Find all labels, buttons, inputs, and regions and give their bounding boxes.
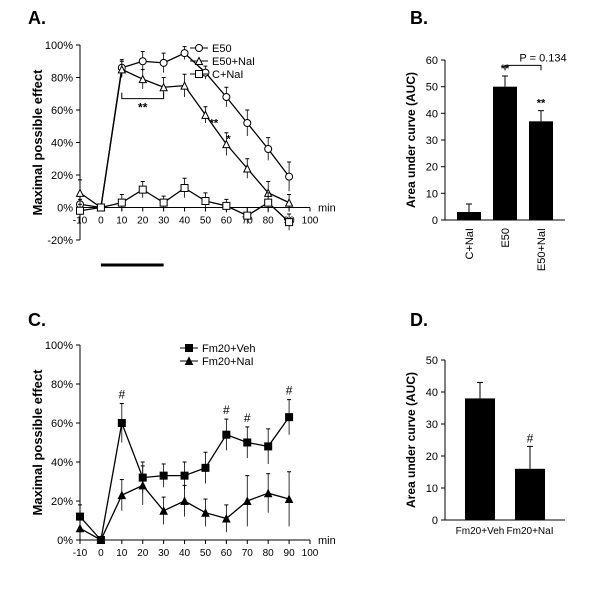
svg-text:Fm20+Veh: Fm20+Veh — [456, 526, 505, 537]
svg-text:-20%: -20% — [47, 235, 73, 247]
svg-text:50: 50 — [426, 355, 438, 367]
svg-text:50: 50 — [200, 216, 212, 227]
panel-d-label: D. — [410, 310, 428, 331]
svg-text:40%: 40% — [51, 138, 73, 150]
svg-text:0: 0 — [432, 515, 438, 527]
svg-text:90: 90 — [284, 548, 296, 559]
svg-text:min: min — [318, 535, 336, 547]
svg-text:E50+NaI: E50+NaI — [212, 56, 255, 68]
svg-text:50: 50 — [200, 548, 212, 559]
svg-text:0: 0 — [98, 548, 104, 559]
svg-text:40%: 40% — [51, 457, 73, 469]
svg-text:**: ** — [138, 101, 148, 115]
svg-text:#: # — [286, 384, 293, 398]
svg-text:100: 100 — [302, 216, 319, 227]
svg-text:P = 0.134: P = 0.134 — [519, 52, 566, 64]
panel-c-label: C. — [28, 310, 46, 331]
svg-text:20: 20 — [426, 162, 438, 174]
svg-text:20%: 20% — [51, 170, 73, 182]
svg-text:0: 0 — [432, 215, 438, 227]
svg-text:C+NaI: C+NaI — [464, 228, 476, 260]
svg-text:100%: 100% — [45, 40, 73, 52]
chart-a: -20%0%20%40%60%80%100%-10010203040506070… — [25, 30, 345, 290]
svg-text:E50: E50 — [500, 228, 512, 248]
chart-b: 0 10 20 30 40 50 60 Area under curve (AUC) C+NaI… — [400, 45, 585, 290]
svg-text:-10: -10 — [73, 548, 88, 559]
svg-text:*: * — [226, 134, 231, 146]
svg-text:20: 20 — [426, 451, 438, 463]
svg-text:0: 0 — [98, 216, 104, 227]
svg-text:30: 30 — [158, 548, 170, 559]
svg-text:40: 40 — [179, 548, 191, 559]
svg-text:min: min — [318, 203, 336, 215]
panel-a-label: A. — [28, 8, 46, 29]
svg-text:60: 60 — [221, 216, 233, 227]
svg-text:20%: 20% — [51, 496, 73, 508]
svg-text:100%: 100% — [45, 340, 73, 352]
svg-text:**: ** — [537, 98, 546, 110]
svg-text:80: 80 — [263, 216, 275, 227]
svg-text:60%: 60% — [51, 418, 73, 430]
svg-text:80%: 80% — [51, 73, 73, 85]
svg-text:#: # — [244, 411, 251, 425]
svg-text:E50: E50 — [212, 43, 232, 55]
svg-text:60%: 60% — [51, 105, 73, 117]
svg-text:40: 40 — [179, 216, 191, 227]
svg-text:40: 40 — [426, 108, 438, 120]
svg-text:Fm20+NaI: Fm20+NaI — [507, 526, 554, 537]
svg-text:100: 100 — [302, 548, 319, 559]
svg-text:20: 20 — [137, 548, 149, 559]
svg-text:Maximal possible effect: Maximal possible effect — [30, 69, 45, 216]
panel-b-label: B. — [410, 8, 428, 29]
svg-text:0%: 0% — [57, 535, 73, 547]
svg-text:30: 30 — [426, 135, 438, 147]
chart-c: 0% 20% 40% 60% 80% 100% -10 0 10 20 30 40 50 60 70 80 90… — [25, 330, 345, 590]
svg-text:80%: 80% — [51, 379, 73, 391]
svg-text:50: 50 — [426, 82, 438, 94]
svg-text:30: 30 — [426, 419, 438, 431]
svg-text:10: 10 — [116, 548, 128, 559]
svg-text:C+NaI: C+NaI — [212, 69, 244, 81]
svg-text:10: 10 — [116, 216, 128, 227]
svg-text:30: 30 — [158, 216, 170, 227]
svg-text:40: 40 — [426, 387, 438, 399]
svg-text:60: 60 — [426, 55, 438, 67]
svg-text:Maximal possible effect: Maximal possible effect — [30, 369, 45, 516]
svg-text:Fm20+Veh: Fm20+Veh — [202, 343, 256, 355]
chart-d: 0 10 20 30 40 50 Area under curve (AUC) Fm20+Ve… — [400, 345, 585, 590]
svg-text:0%: 0% — [57, 203, 73, 215]
svg-text:10: 10 — [426, 188, 438, 200]
svg-text:**: ** — [210, 117, 219, 129]
svg-text:10: 10 — [426, 483, 438, 495]
svg-text:#: # — [118, 388, 125, 402]
svg-text:60: 60 — [221, 548, 233, 559]
svg-text:E50+NaI: E50+NaI — [536, 228, 548, 271]
svg-text:#: # — [527, 431, 534, 445]
svg-text:Area under curve (AUC): Area under curve (AUC) — [404, 72, 418, 208]
svg-text:Fm20+NaI: Fm20+NaI — [202, 356, 254, 368]
svg-text:20: 20 — [137, 216, 149, 227]
svg-text:#: # — [223, 403, 230, 417]
svg-text:Area under curve (AUC): Area under curve (AUC) — [404, 372, 418, 508]
svg-text:70: 70 — [242, 548, 254, 559]
svg-text:80: 80 — [263, 548, 275, 559]
